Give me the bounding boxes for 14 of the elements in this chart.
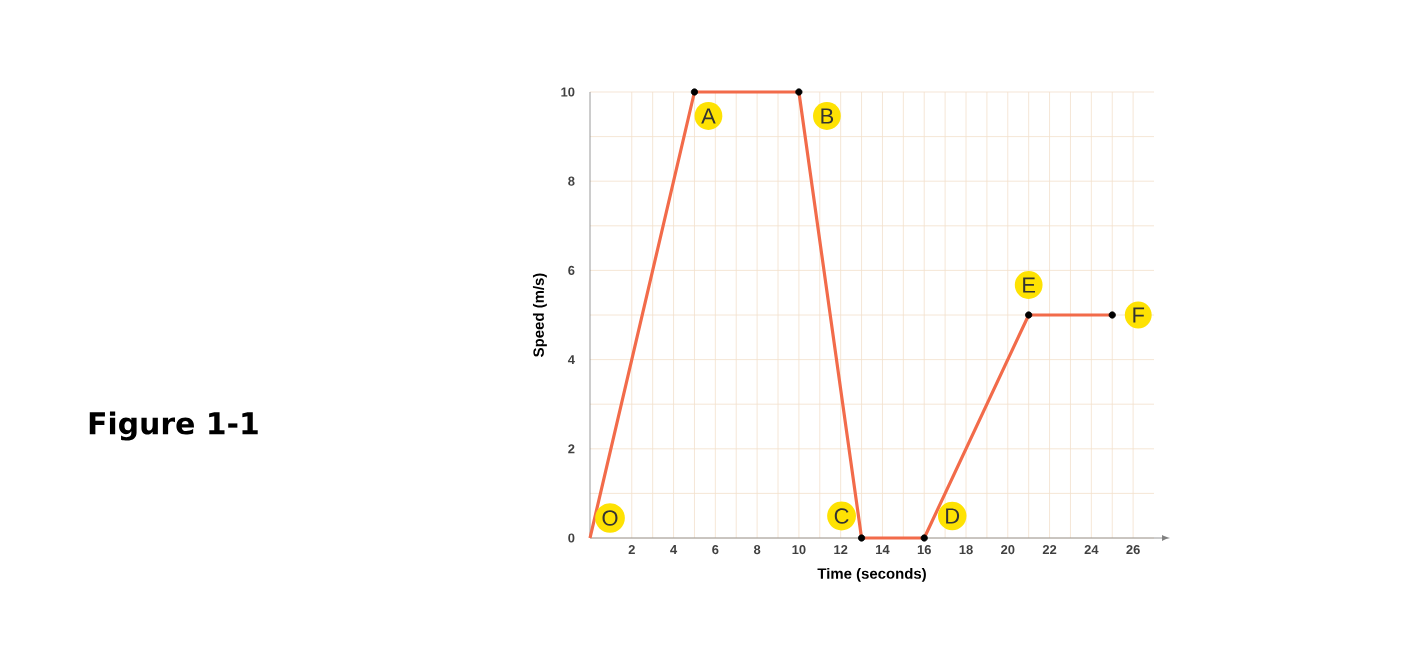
point (795, 88, 803, 96)
annotation: D (946, 508, 960, 524)
point (1108, 311, 1116, 319)
annotation: B (821, 108, 834, 124)
annotation: E (1023, 277, 1036, 293)
annotation: A (701, 108, 716, 124)
point (690, 88, 699, 96)
annotation: F (1133, 307, 1145, 323)
annotation: O (602, 510, 618, 526)
point (920, 534, 928, 542)
caption: Figure 1-1 (89, 411, 258, 441)
annotation: C (834, 508, 849, 524)
point (857, 534, 866, 542)
point (1025, 311, 1033, 319)
